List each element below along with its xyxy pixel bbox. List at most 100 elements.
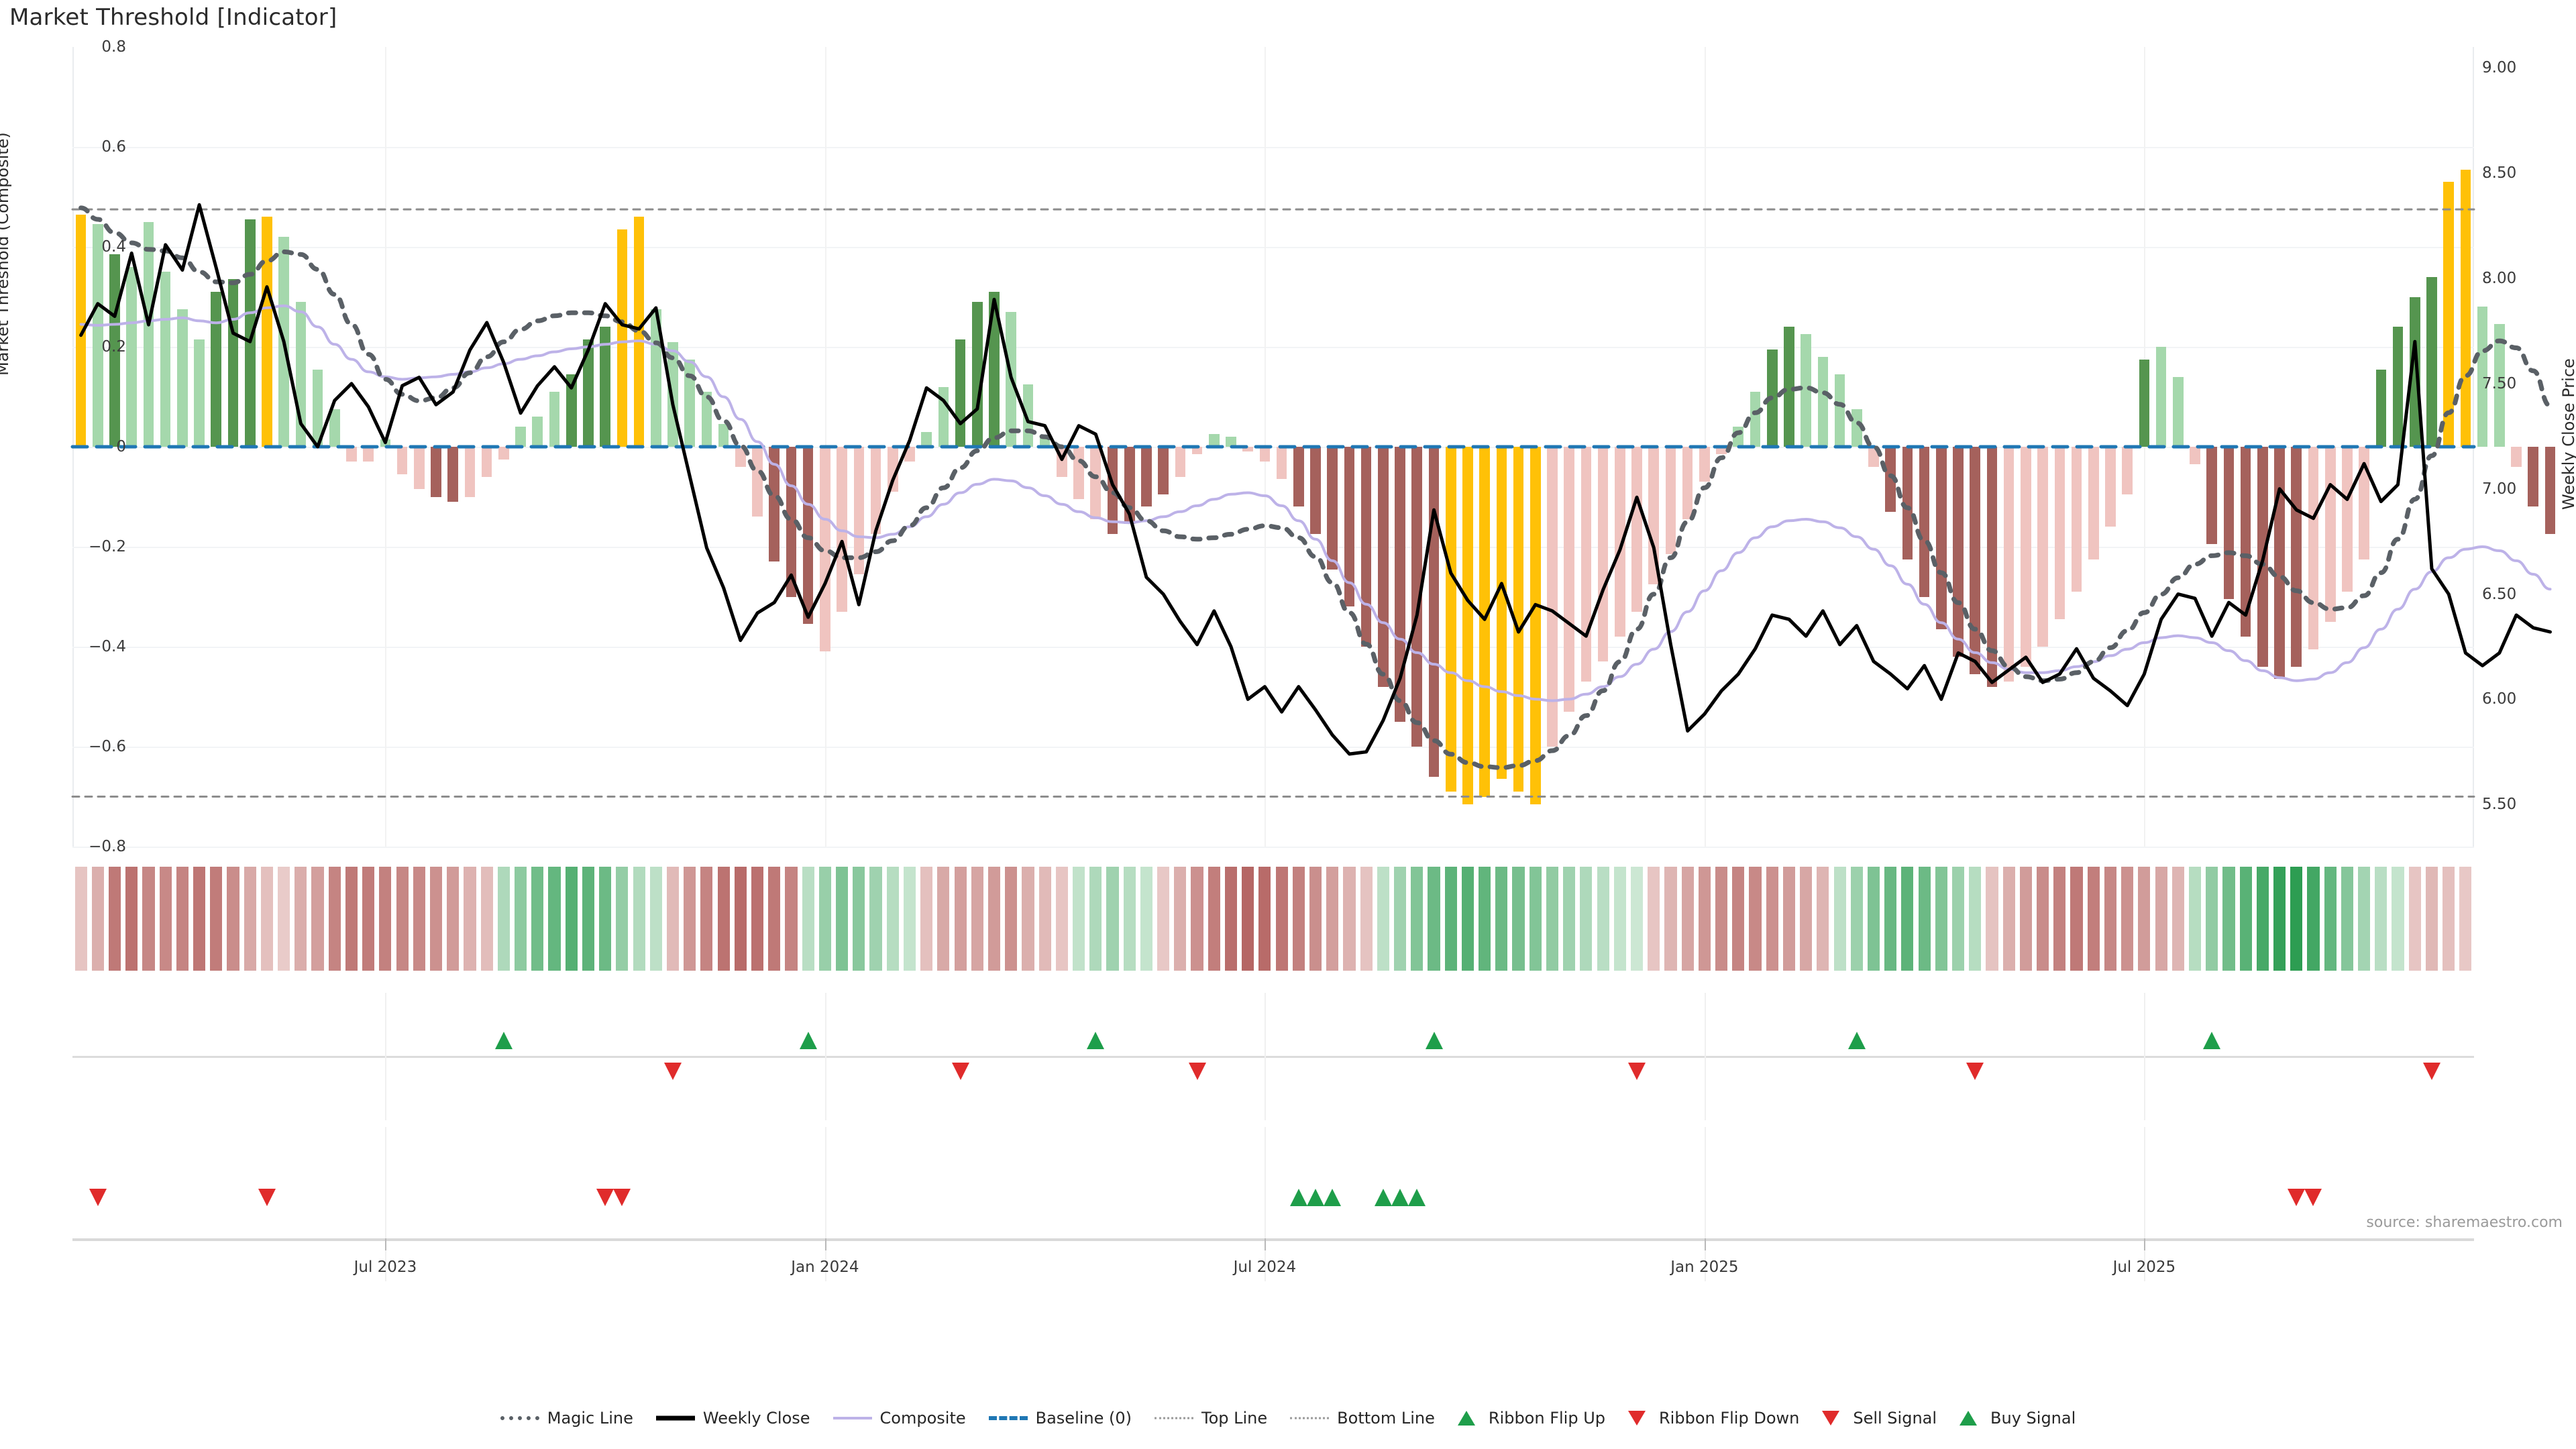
ribbon-cell bbox=[108, 867, 121, 971]
x-axis: Jul 2023 Jan 2024 Jul 2024 Jan 2025 Jul 2025 bbox=[72, 1238, 2474, 1276]
histogram-bar bbox=[211, 292, 222, 447]
histogram-bar bbox=[312, 369, 323, 447]
legend-item-sell-signal[interactable]: Sell Signal bbox=[1822, 1409, 1937, 1428]
ribbon-cell bbox=[2087, 867, 2100, 971]
histogram-bar bbox=[2359, 447, 2369, 559]
histogram-bar bbox=[1801, 334, 1811, 447]
ribbon-cell bbox=[1698, 867, 1711, 971]
x-axis-tick bbox=[1704, 1238, 1706, 1250]
flip-baseline bbox=[72, 1056, 2474, 1058]
ribbon-cell bbox=[1394, 867, 1407, 971]
legend-item-bottom-line[interactable]: Bottom Line bbox=[1290, 1409, 1435, 1428]
ribbon-flip-marker-band bbox=[72, 993, 2474, 1120]
ribbon-cell bbox=[464, 867, 476, 971]
histogram-bar bbox=[262, 217, 272, 447]
right-axis-tick-label: 6.50 bbox=[2482, 585, 2517, 603]
histogram-bar bbox=[2139, 359, 2150, 447]
legend-label: Bottom Line bbox=[1337, 1409, 1435, 1428]
ribbon-cell bbox=[903, 867, 916, 971]
ribbon-cell bbox=[1597, 867, 1609, 971]
ribbon-cell bbox=[1732, 867, 1745, 971]
ribbon-cell bbox=[1901, 867, 1914, 971]
ribbon-cell bbox=[2290, 867, 2303, 971]
x-axis-tick-label: Jul 2024 bbox=[1233, 1258, 1297, 1276]
ribbon-cell bbox=[1833, 867, 1846, 971]
histogram-bar bbox=[2105, 447, 2116, 527]
ribbon-cell bbox=[1479, 867, 1491, 971]
legend-item-baseline-0[interactable]: Baseline (0) bbox=[988, 1409, 1132, 1428]
histogram-bar bbox=[431, 447, 441, 497]
x-axis-tick-label: Jul 2023 bbox=[354, 1258, 417, 1276]
legend-item-weekly-close[interactable]: Weekly Close bbox=[655, 1409, 810, 1428]
histogram-bar bbox=[75, 214, 87, 447]
histogram-bar bbox=[600, 327, 610, 447]
marker-band-gridline bbox=[385, 993, 387, 1120]
ribbon-cell bbox=[2206, 867, 2218, 971]
histogram-bar bbox=[1631, 447, 1642, 612]
ribbon-cell bbox=[2104, 867, 2117, 971]
legend-label: Ribbon Flip Up bbox=[1488, 1409, 1605, 1428]
ribbon-cell bbox=[886, 867, 899, 971]
chart-legend: Magic Line Weekly Close Composite Baseline … bbox=[0, 1409, 2576, 1428]
sell-signal-marker bbox=[613, 1189, 631, 1206]
ribbon-cell bbox=[1360, 867, 1373, 971]
ribbon-cell bbox=[447, 867, 460, 971]
histogram-bar bbox=[2291, 447, 2302, 667]
histogram-bar bbox=[1919, 447, 1930, 597]
gridline bbox=[72, 247, 2474, 248]
ribbon-cell bbox=[1005, 867, 1018, 971]
legend-item-composite[interactable]: Composite bbox=[833, 1409, 966, 1428]
histogram-bar bbox=[853, 447, 865, 574]
histogram-bar bbox=[752, 447, 763, 517]
ribbon-cell bbox=[785, 867, 798, 971]
ribbon-cell bbox=[1055, 867, 1068, 971]
histogram-bar bbox=[2088, 447, 2099, 559]
legend-item-ribbon-flip-down[interactable]: Ribbon Flip Down bbox=[1628, 1409, 1799, 1428]
histogram-bar bbox=[2190, 447, 2200, 465]
legend-item-buy-signal[interactable]: Buy Signal bbox=[1960, 1409, 2076, 1428]
histogram-bar bbox=[718, 424, 729, 447]
ribbon-cell bbox=[2425, 867, 2438, 971]
legend-item-top-line[interactable]: Top Line bbox=[1155, 1409, 1267, 1428]
legend-item-magic-line[interactable]: Magic Line bbox=[500, 1409, 633, 1428]
x-axis-tick-label: Jan 2025 bbox=[1670, 1258, 1739, 1276]
legend-swatch-line bbox=[655, 1415, 695, 1421]
histogram-bar bbox=[2155, 347, 2167, 447]
right-axis-tick-label: 6.00 bbox=[2482, 690, 2517, 708]
ribbon-cell bbox=[2408, 867, 2421, 971]
histogram-bar bbox=[1293, 447, 1304, 507]
ribbon-flip-up-marker bbox=[799, 1032, 817, 1049]
y-axis-tick-label: 0 bbox=[116, 438, 126, 455]
ribbon-cell bbox=[2121, 867, 2134, 971]
right-axis-tick-label: 7.00 bbox=[2482, 480, 2517, 498]
ribbon-cell bbox=[1580, 867, 1593, 971]
ribbon-cell bbox=[328, 867, 341, 971]
histogram-bar bbox=[93, 224, 103, 447]
ribbon-cell bbox=[2459, 867, 2472, 971]
histogram-bar bbox=[2528, 447, 2539, 507]
histogram-bar bbox=[2342, 447, 2353, 592]
buy-signal-marker bbox=[1324, 1189, 1342, 1206]
ribbon-cell bbox=[1106, 867, 1119, 971]
ribbon-cell bbox=[1208, 867, 1220, 971]
legend-label: Sell Signal bbox=[1853, 1409, 1937, 1428]
ribbon-cell bbox=[599, 867, 612, 971]
ribbon-cell bbox=[802, 867, 814, 971]
marker-band-gridline bbox=[2144, 993, 2146, 1120]
histogram-bar bbox=[837, 447, 847, 612]
histogram-bar bbox=[2375, 369, 2387, 447]
histogram-bar bbox=[633, 217, 645, 447]
ribbon-cell bbox=[633, 867, 645, 971]
ribbon-cell bbox=[260, 867, 273, 971]
ribbon-cell bbox=[937, 867, 950, 971]
legend-item-ribbon-flip-up[interactable]: Ribbon Flip Up bbox=[1457, 1409, 1605, 1428]
legend-swatch-triangle-down bbox=[1822, 1411, 1845, 1426]
histogram-bar bbox=[532, 417, 543, 447]
buy-signal-marker bbox=[1391, 1189, 1409, 1206]
ribbon-cell bbox=[1495, 867, 1508, 971]
ribbon-cell bbox=[1664, 867, 1677, 971]
ribbon-cell bbox=[1174, 867, 1187, 971]
histogram-bar bbox=[1310, 447, 1321, 535]
ribbon-cell bbox=[2239, 867, 2252, 971]
ribbon-flip-down-marker bbox=[1188, 1063, 1206, 1080]
